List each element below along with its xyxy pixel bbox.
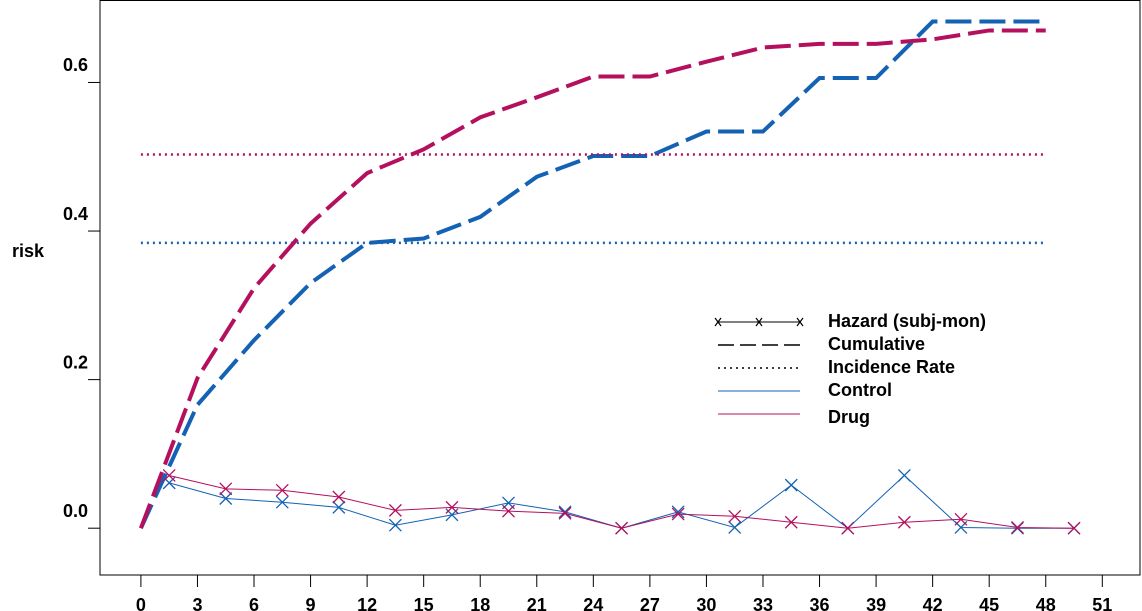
hazard-marker (784, 515, 798, 529)
x-tick-label: 42 (923, 595, 943, 611)
legend-label: Drug (828, 407, 870, 427)
x-tick-label: 51 (1092, 595, 1112, 611)
hazard-marker (954, 512, 968, 526)
hazard-marker (1067, 521, 1081, 535)
plot-frame (99, 0, 1141, 576)
x-tick-label: 48 (1036, 595, 1056, 611)
cumulative-line (139, 28, 1046, 529)
legend-label: Incidence Rate (828, 357, 955, 377)
x-tick-label: 18 (470, 595, 490, 611)
hazard-marker (558, 506, 572, 520)
x-tick-label: 27 (640, 595, 660, 611)
hazard-marker (728, 520, 742, 534)
x-tick-label: 3 (192, 595, 202, 611)
hazard-marker (502, 504, 515, 518)
y-tick-label: 0.2 (63, 352, 88, 372)
x-tick-label: 36 (810, 595, 830, 611)
hazard-marker (275, 495, 289, 509)
legend-label: Control (828, 380, 892, 400)
x-tick-label: 39 (866, 595, 886, 611)
hazard-marker (841, 521, 855, 535)
hazard-marker (445, 508, 459, 522)
hazard-marker (332, 500, 346, 514)
hazard-marker (388, 503, 402, 517)
legend: Hazard (subj-mon) Cumulative Incidence R… (714, 311, 986, 427)
hazard-line (169, 474, 1075, 529)
x-tick-label: 6 (249, 595, 259, 611)
x-tick-label: 9 (306, 595, 316, 611)
x-tick-label: 12 (357, 595, 377, 611)
x-tick-label: 15 (414, 595, 434, 611)
x-tick-label: 21 (527, 595, 547, 611)
hazard-marker (162, 468, 176, 482)
x-tick-label: 30 (696, 595, 716, 611)
hazard-marker (671, 507, 685, 521)
hazard-marker (728, 509, 742, 523)
y-tick-label: 0.0 (63, 501, 88, 521)
hazard-marker (332, 490, 346, 504)
legend-label: Cumulative (828, 334, 925, 354)
hazard-marker (897, 468, 911, 482)
y-tick-label: 0.6 (63, 55, 88, 75)
x-tick-label: 0 (136, 595, 146, 611)
y-axis-label: risk (12, 241, 45, 261)
legend-label: Hazard (subj-mon) (828, 311, 986, 331)
x-tick-label: 45 (979, 595, 999, 611)
legend-symbol (714, 317, 804, 327)
hazard-marker (388, 518, 402, 532)
hazard-marker (615, 521, 629, 535)
cumulative-line (139, 19, 1046, 530)
hazard-marker (162, 476, 176, 490)
hazard-marker (219, 482, 233, 496)
hazard-marker (784, 478, 798, 492)
x-tick-label: 24 (583, 595, 603, 611)
x-tick-label: 33 (753, 595, 773, 611)
hazard-marker (671, 505, 685, 519)
hazard-marker (897, 515, 911, 529)
hazard-marker (275, 483, 289, 497)
y-tick-label: 0.4 (63, 204, 88, 224)
hazard-marker (558, 505, 572, 519)
hazard-marker (445, 500, 459, 514)
hazard-marker (1011, 520, 1024, 534)
hazard-marker (219, 492, 233, 505)
